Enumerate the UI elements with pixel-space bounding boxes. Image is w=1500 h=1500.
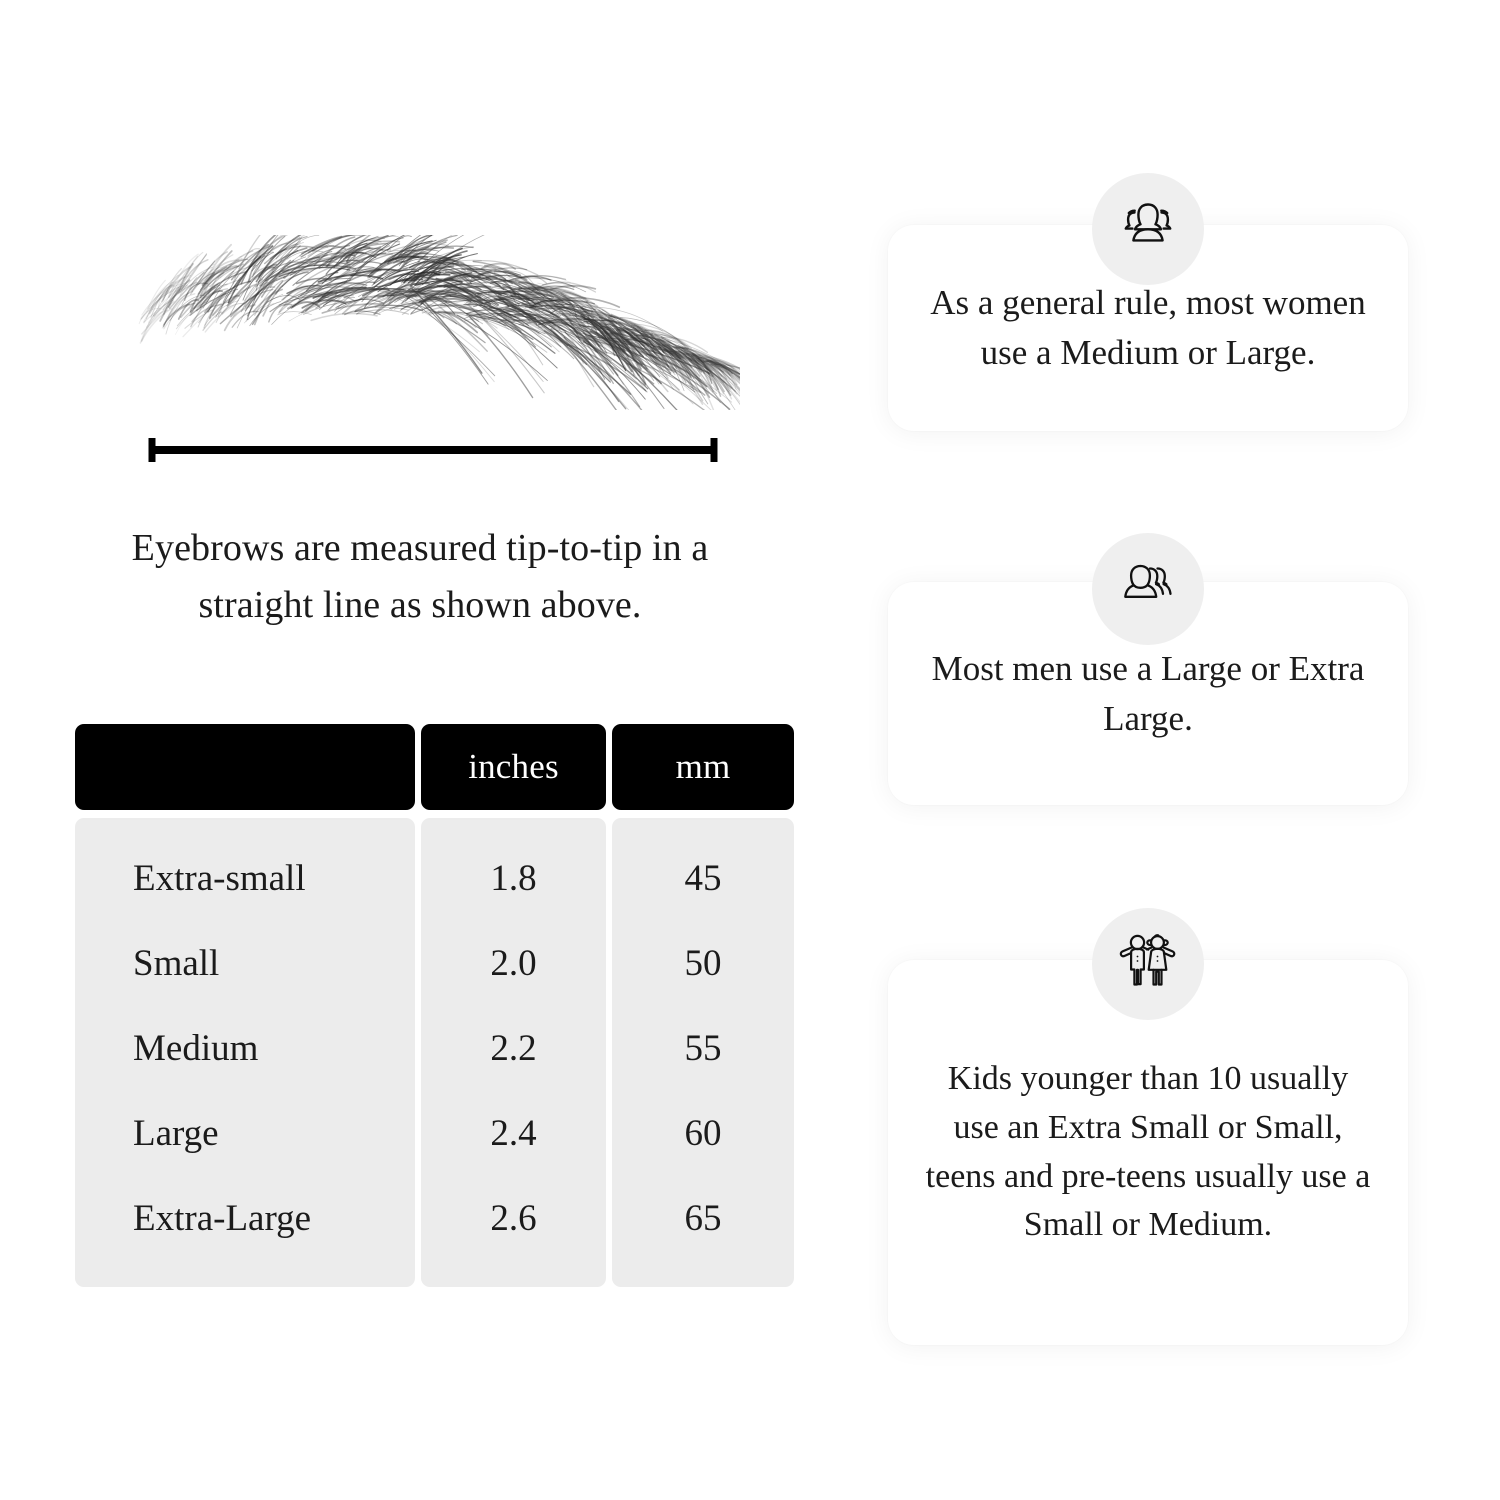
figure-caption: Eyebrows are measured tip-to-tip in a st… <box>131 527 709 626</box>
info-card-men-text: Most men use a Large or Extra Large. <box>931 648 1365 738</box>
table-cell-size-name: Medium <box>133 1028 259 1069</box>
three-women-icon <box>1092 173 1204 285</box>
info-card-women-text: As a general rule, most women use a Medi… <box>930 283 1366 372</box>
table-column-mm: 45 50 55 60 65 <box>612 818 794 1287</box>
table-cell-mm: 55 <box>684 1028 722 1069</box>
table-cell-size-name: Extra-small <box>133 858 306 899</box>
table-body: Extra-small Small Medium Large Extra-Lar… <box>75 818 794 1287</box>
table-cell-inches: 2.4 <box>490 1113 537 1154</box>
table-cell-size-name: Small <box>133 943 220 984</box>
table-cell-mm: 50 <box>684 943 722 984</box>
left-panel: Eyebrows are measured tip-to-tip in a st… <box>75 235 794 1287</box>
table-header-cell-mm: mm <box>612 724 794 810</box>
table-cell-inches: 1.8 <box>490 858 537 899</box>
size-chart-table: inches mm Extra-small Small Medium Large… <box>75 724 794 1287</box>
eyebrow-sketch-illustration <box>120 235 740 410</box>
table-cell-mm: 65 <box>684 1198 722 1239</box>
measurement-ruler-line <box>148 436 718 466</box>
table-cell-inches: 2.2 <box>490 1028 537 1069</box>
table-column-inches: 1.8 2.0 2.2 2.4 2.6 <box>421 818 606 1287</box>
info-card-kids: Kids younger than 10 usually use an Extr… <box>888 960 1408 1345</box>
table-cell-size-name: Large <box>133 1113 219 1154</box>
info-card-kids-text: Kids younger than 10 usually use an Extr… <box>925 1059 1371 1244</box>
table-cell-size-name: Extra-Large <box>133 1198 312 1239</box>
table-header-row: inches mm <box>75 724 794 810</box>
table-cell-inches: 2.0 <box>490 943 537 984</box>
table-cell-mm: 60 <box>684 1113 722 1154</box>
right-panel: As a general rule, most women use a Medi… <box>840 0 1500 1500</box>
table-header-cell-name <box>75 724 415 810</box>
three-men-icon <box>1092 533 1204 645</box>
table-cell-mm: 45 <box>684 858 722 899</box>
table-cell-inches: 2.6 <box>490 1198 537 1239</box>
two-kids-icon <box>1092 908 1204 1020</box>
table-header-cell-inches: inches <box>421 724 606 810</box>
table-column-size-name: Extra-small Small Medium Large Extra-Lar… <box>75 818 415 1287</box>
